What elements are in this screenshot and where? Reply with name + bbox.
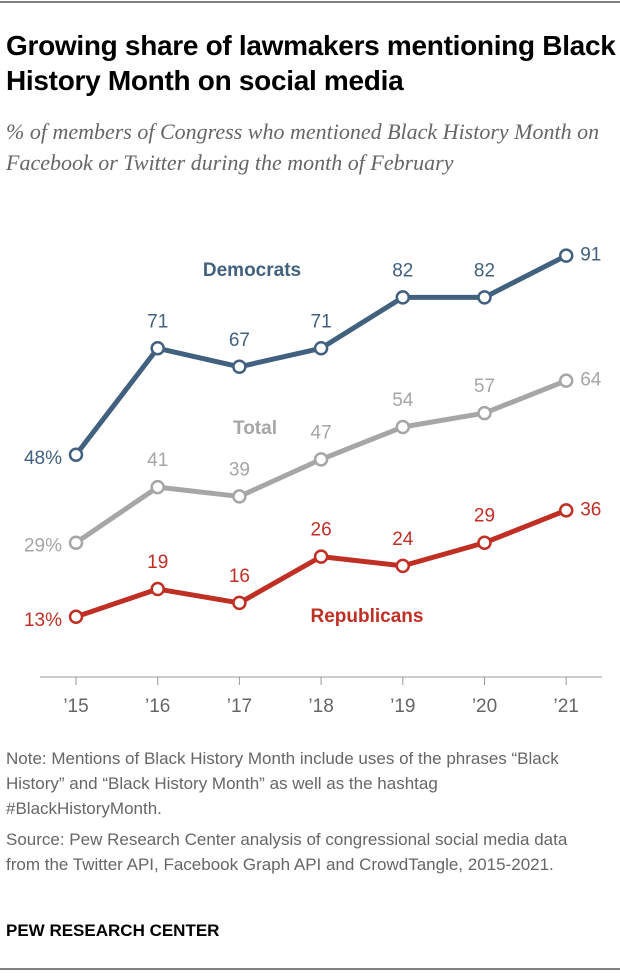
point (232, 359, 247, 375)
point (395, 419, 411, 435)
point (395, 290, 411, 305)
x-tick-label: ’17 (227, 696, 252, 717)
chart-title: Growing share of lawmakers mentioning Bl… (6, 30, 616, 96)
value-label: 41 (147, 450, 168, 471)
value-label: 24 (392, 529, 414, 550)
point (558, 248, 574, 263)
x-tick-label: ’15 (63, 696, 88, 717)
value-label: 57 (474, 376, 495, 397)
chart-subtitle: % of members of Congress who mentioned B… (6, 119, 600, 175)
x-tick-label: ’20 (472, 696, 497, 717)
point (313, 341, 329, 356)
value-label: 71 (147, 311, 168, 332)
value-label: 16 (229, 566, 250, 587)
source: Source: Pew Research Center analysis of … (6, 830, 568, 874)
point (232, 489, 247, 504)
note: Note: Mentions of Black History Month in… (6, 749, 559, 818)
point (313, 452, 329, 467)
series-label: Republicans (311, 606, 424, 627)
value-label: 19 (147, 552, 168, 573)
point (68, 609, 84, 625)
x-tick-label: ’18 (308, 696, 333, 717)
value-label: 71 (311, 311, 332, 332)
value-label: 54 (392, 390, 414, 411)
value-label: 48% (24, 448, 62, 469)
point (68, 447, 84, 463)
point (558, 373, 574, 388)
point (150, 581, 165, 597)
point (150, 341, 165, 356)
value-label: 29% (24, 536, 62, 557)
point (313, 549, 329, 564)
value-label: 29 (474, 506, 495, 527)
value-label: 47 (311, 422, 332, 443)
point (477, 535, 492, 550)
value-label: 13% (24, 610, 62, 631)
footer: PEW RESEARCH CENTER (6, 921, 220, 940)
point (477, 405, 492, 421)
point (232, 595, 247, 611)
value-label: 82 (392, 260, 413, 281)
value-label: 39 (229, 459, 250, 480)
point (395, 558, 411, 574)
value-label: 67 (229, 330, 250, 351)
point (558, 503, 574, 518)
value-label: 91 (580, 245, 601, 266)
point (150, 479, 165, 495)
x-tick-label: ’16 (145, 696, 170, 717)
value-label: 64 (580, 370, 602, 391)
point (68, 535, 84, 550)
value-label: 36 (580, 499, 601, 520)
x-tick-label: ’19 (390, 696, 415, 717)
value-label: 26 (311, 520, 332, 541)
series-label: Total (233, 418, 277, 439)
series-label: Democrats (203, 260, 301, 281)
value-label: 82 (474, 260, 495, 281)
point (477, 290, 492, 305)
x-tick-label: ’21 (554, 696, 579, 717)
